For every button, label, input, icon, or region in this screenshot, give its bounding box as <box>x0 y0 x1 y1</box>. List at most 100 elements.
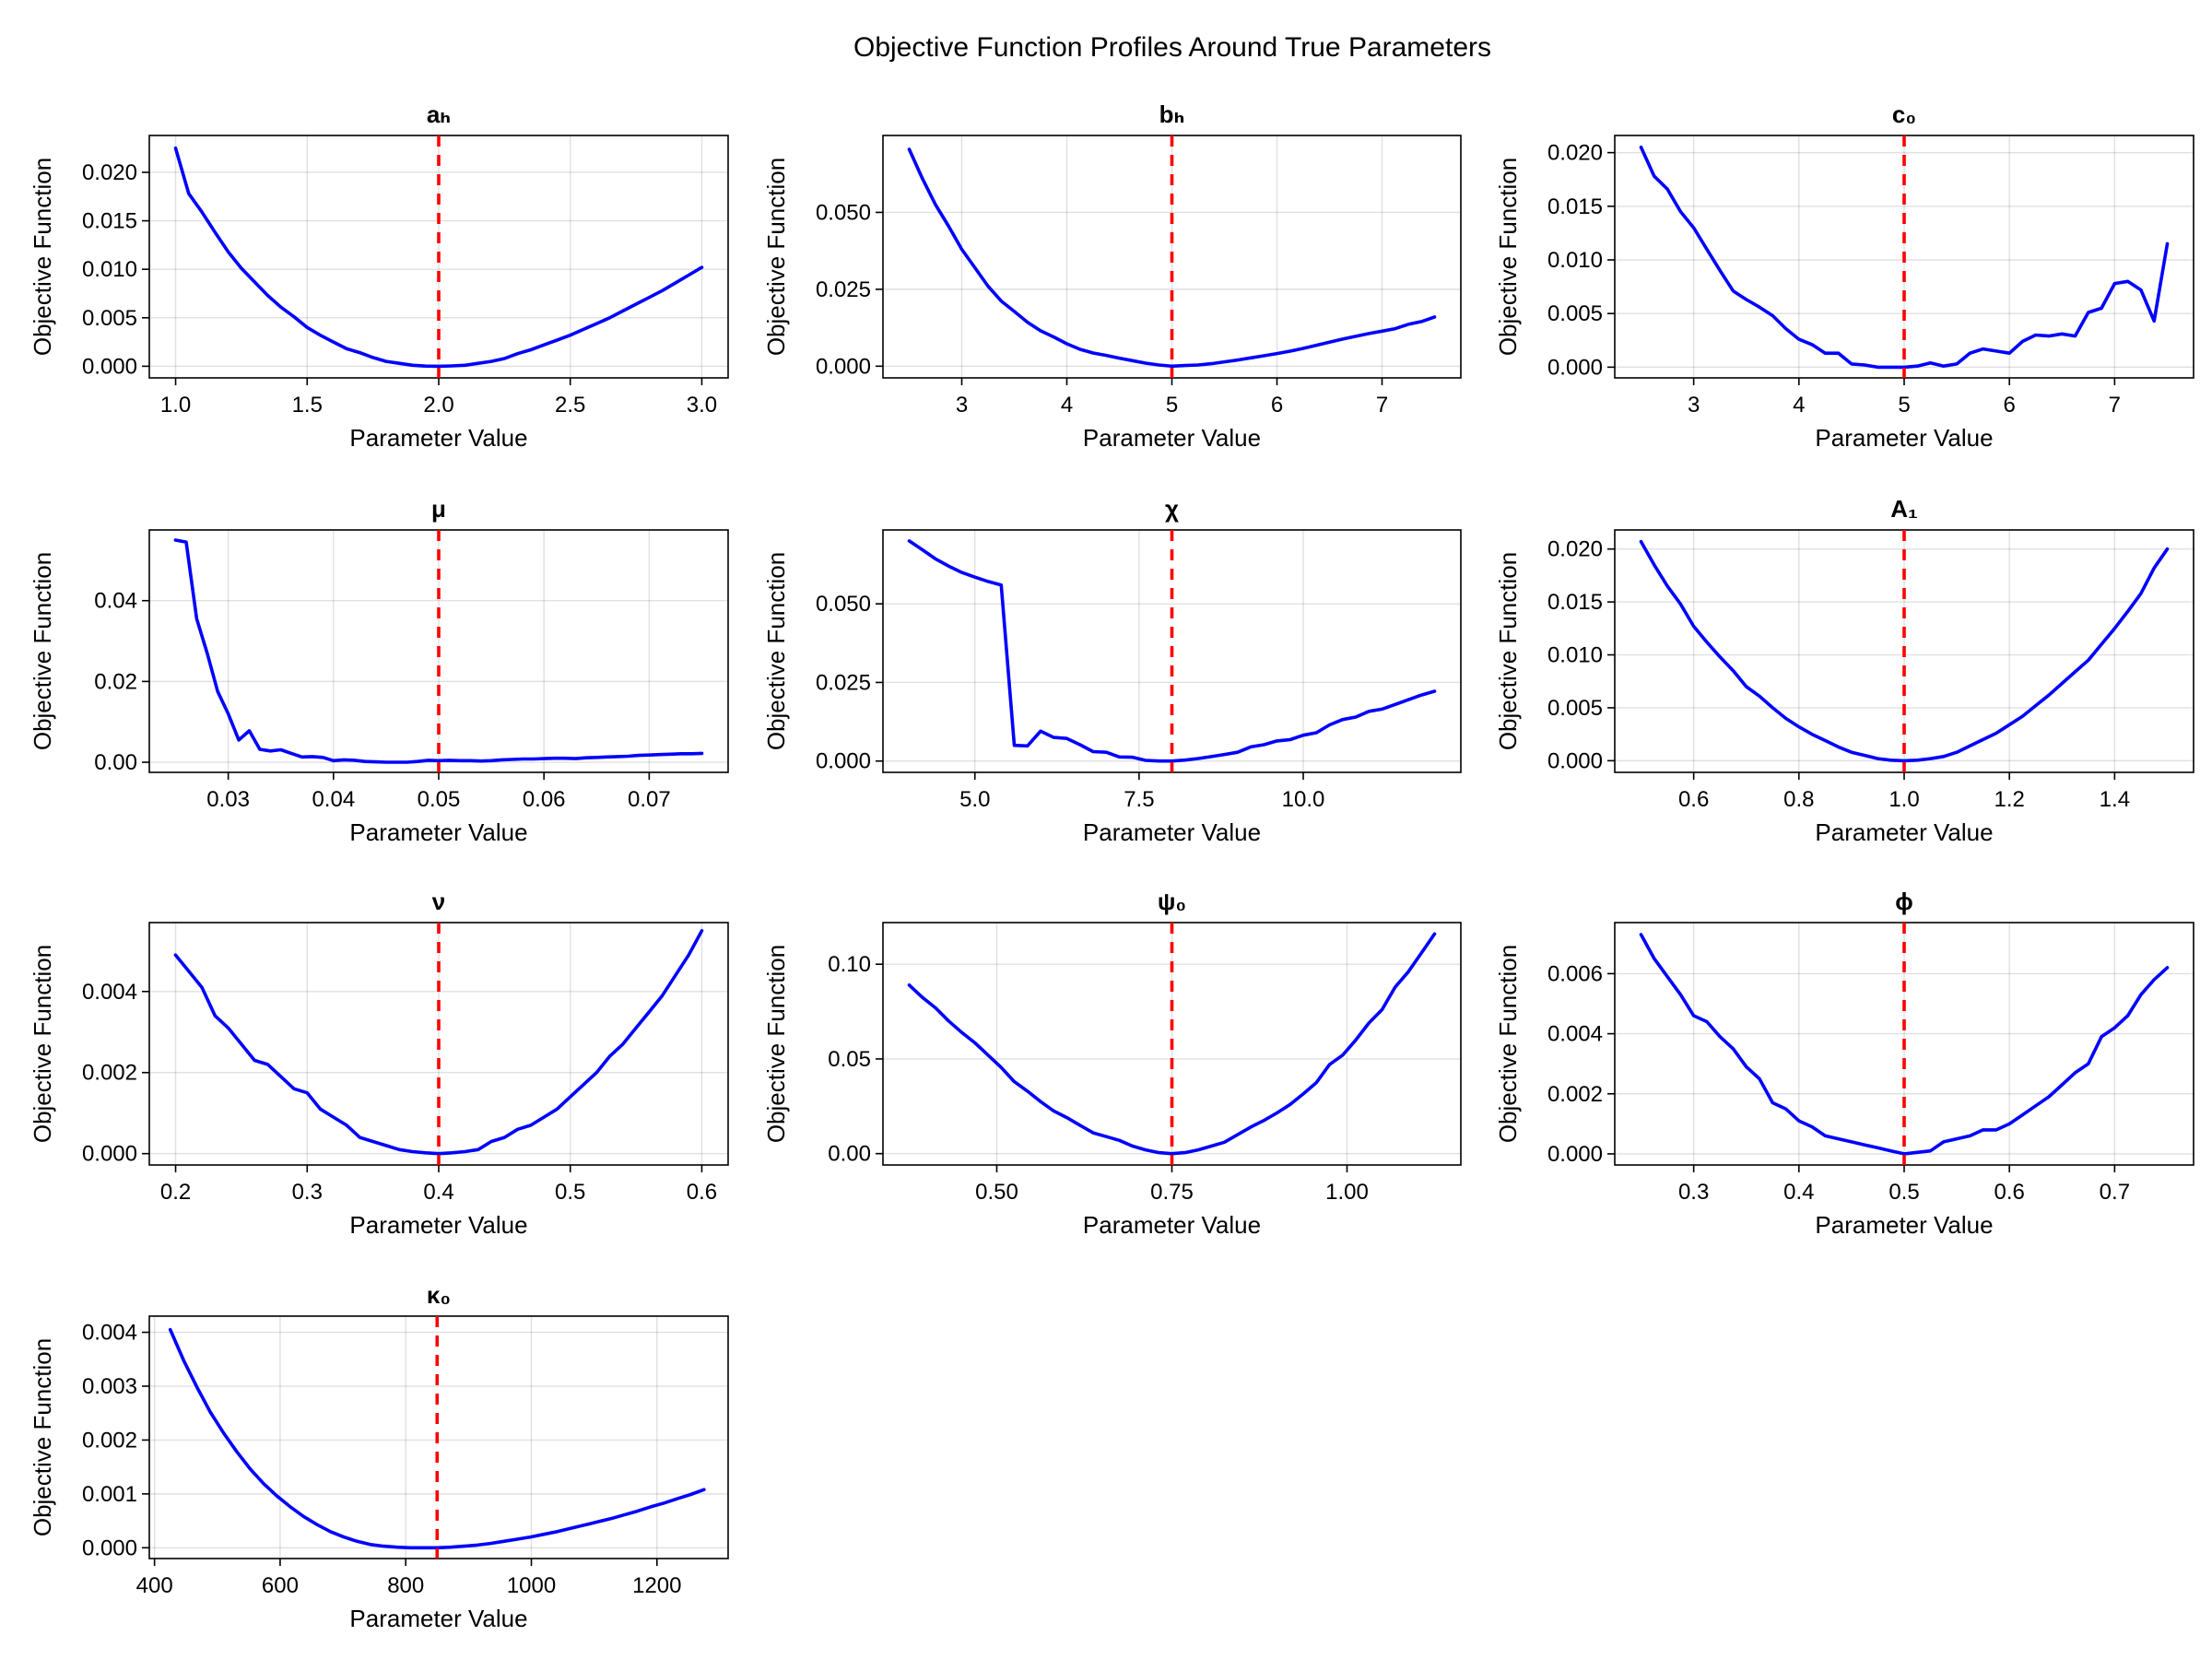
x-tick-label: 0.6 <box>687 1180 717 1205</box>
y-tick-label: 0.003 <box>82 1374 137 1399</box>
x-tick-label: 1.0 <box>1888 787 1919 812</box>
y-axis-label: Objective Function <box>29 945 56 1143</box>
x-tick-label: 0.4 <box>423 1180 453 1205</box>
x-tick-label: 0.75 <box>1150 1180 1194 1205</box>
x-tick-label: 4 <box>1061 393 1073 418</box>
x-tick-label: 0.6 <box>1994 1180 2024 1205</box>
x-tick-label: 0.3 <box>292 1180 323 1205</box>
y-tick-label: 0.002 <box>82 1428 137 1453</box>
y-tick-label: 0.00 <box>828 1142 871 1167</box>
subplot-4: 5.0 7.5 10.0 0.000 0.025 0.050 χ Parameter Valu… <box>762 495 1462 846</box>
y-tick-label: 0.015 <box>82 209 137 234</box>
y-tick-label: 0.000 <box>816 749 871 774</box>
figure-title: Objective Function Profiles Around True … <box>853 32 1491 63</box>
y-tick-label: 0.001 <box>82 1482 137 1507</box>
y-tick-label: 0.010 <box>82 257 137 282</box>
subplot-8: 0.3 0.4 0.5 0.6 0.7 0.000 0.002 0.004 0.006 ϕ Para… <box>1494 888 2194 1239</box>
subplot-title: χ <box>1165 495 1179 523</box>
y-tick-label: 0.004 <box>1547 1022 1603 1047</box>
objective-curve <box>1639 933 2170 1156</box>
x-axis-label: Parameter Value <box>349 1605 527 1632</box>
y-tick-label: 0.004 <box>82 980 137 1005</box>
y-tick-label: 0.04 <box>94 589 137 614</box>
x-tick-label: 0.50 <box>975 1180 1018 1205</box>
x-tick-label: 0.5 <box>1888 1180 1919 1205</box>
y-axis-label: Objective Function <box>762 552 790 750</box>
objective-curve <box>1639 146 2170 370</box>
subplot-title: aₕ <box>427 100 451 128</box>
subplot-title: bₕ <box>1159 100 1185 128</box>
y-axis-label: Objective Function <box>762 945 790 1143</box>
y-tick-label: 0.02 <box>94 669 137 694</box>
y-tick-label: 0.050 <box>816 200 871 225</box>
objective-curve <box>173 538 704 764</box>
subplot-title: μ <box>431 495 446 523</box>
y-tick-label: 0.006 <box>1547 961 1603 986</box>
y-tick-label: 0.005 <box>1547 301 1603 326</box>
objective-curve <box>907 932 1437 1156</box>
y-tick-label: 0.005 <box>82 306 137 331</box>
subplot-5: 0.6 0.8 1.0 1.2 1.4 0.000 0.005 0.010 0.015 0.020… <box>1494 495 2194 846</box>
objective-curve <box>907 539 1437 763</box>
x-axis-label: Parameter Value <box>349 1211 527 1239</box>
x-tick-label: 4 <box>1793 393 1805 418</box>
subplot-title: ν <box>432 888 445 915</box>
x-tick-label: 1.0 <box>160 393 191 418</box>
y-axis-label: Objective Function <box>29 158 56 356</box>
x-tick-label: 0.6 <box>1678 787 1709 812</box>
y-tick-label: 0.050 <box>816 592 871 617</box>
y-tick-label: 0.025 <box>816 277 871 302</box>
y-tick-label: 0.025 <box>816 670 871 695</box>
x-tick-label: 1.2 <box>1994 787 2024 812</box>
x-axis-label: Parameter Value <box>1083 1211 1261 1239</box>
x-tick-label: 5 <box>1898 393 1910 418</box>
y-tick-label: 0.020 <box>82 160 137 185</box>
y-axis-label: Objective Function <box>29 1338 56 1536</box>
x-axis-label: Parameter Value <box>349 424 527 452</box>
x-tick-label: 10.0 <box>1282 787 1325 812</box>
y-axis-label: Objective Function <box>1494 945 1522 1143</box>
x-tick-label: 1200 <box>632 1573 681 1598</box>
x-tick-label: 0.7 <box>2100 1180 2130 1205</box>
subplot-6: 0.2 0.3 0.4 0.5 0.6 0.000 0.002 0.004 ν Parameter… <box>29 888 729 1239</box>
y-tick-label: 0.000 <box>82 354 137 379</box>
y-axis-label: Objective Function <box>1494 552 1522 750</box>
y-tick-label: 0.005 <box>1547 696 1603 721</box>
y-tick-label: 0.020 <box>1547 537 1603 562</box>
x-tick-label: 0.06 <box>523 787 566 812</box>
x-tick-label: 6 <box>2004 393 2016 418</box>
x-tick-label: 0.07 <box>628 787 671 812</box>
y-tick-label: 0.004 <box>82 1321 137 1346</box>
x-tick-label: 3 <box>956 393 968 418</box>
x-tick-label: 600 <box>262 1573 299 1598</box>
x-tick-label: 7.5 <box>1124 787 1154 812</box>
x-axis-label: Parameter Value <box>349 818 527 846</box>
subplot-title: A₁ <box>1890 495 1918 523</box>
subplot-title: κ₀ <box>427 1281 451 1309</box>
y-tick-label: 0.010 <box>1547 643 1603 668</box>
x-axis-label: Parameter Value <box>1815 818 1993 846</box>
x-axis-label: Parameter Value <box>1083 818 1261 846</box>
subplot-7: 0.50 0.75 1.00 0.00 0.05 0.10 ψ₀ Parameter Valu… <box>762 888 1462 1239</box>
y-tick-label: 0.010 <box>1547 248 1603 273</box>
x-tick-label: 7 <box>1376 393 1388 418</box>
objective-curve <box>173 146 704 369</box>
subplot-1: 3 4 5 6 7 0.000 0.025 0.050 bₕ Parameter Value Obj… <box>762 100 1462 452</box>
x-tick-label: 400 <box>136 1573 173 1598</box>
objective-curve <box>168 1327 706 1550</box>
subplot-9: 400 600 800 1000 1200 0.000 0.001 0.002 0.003 0.0… <box>29 1281 729 1632</box>
subplot-title: ϕ <box>1895 888 1913 915</box>
y-tick-label: 0.000 <box>1547 1142 1603 1167</box>
y-tick-label: 0.015 <box>1547 194 1603 219</box>
y-tick-label: 0.015 <box>1547 590 1603 615</box>
x-tick-label: 0.4 <box>1783 1180 1814 1205</box>
subplot-title: c₀ <box>1892 100 1916 128</box>
y-tick-label: 0.002 <box>1547 1082 1603 1107</box>
x-tick-label: 0.8 <box>1783 787 1814 812</box>
objective-curve <box>1639 539 2170 763</box>
x-axis-label: Parameter Value <box>1815 1211 1993 1239</box>
x-tick-label: 1.5 <box>292 393 323 418</box>
y-axis-label: Objective Function <box>762 158 790 356</box>
